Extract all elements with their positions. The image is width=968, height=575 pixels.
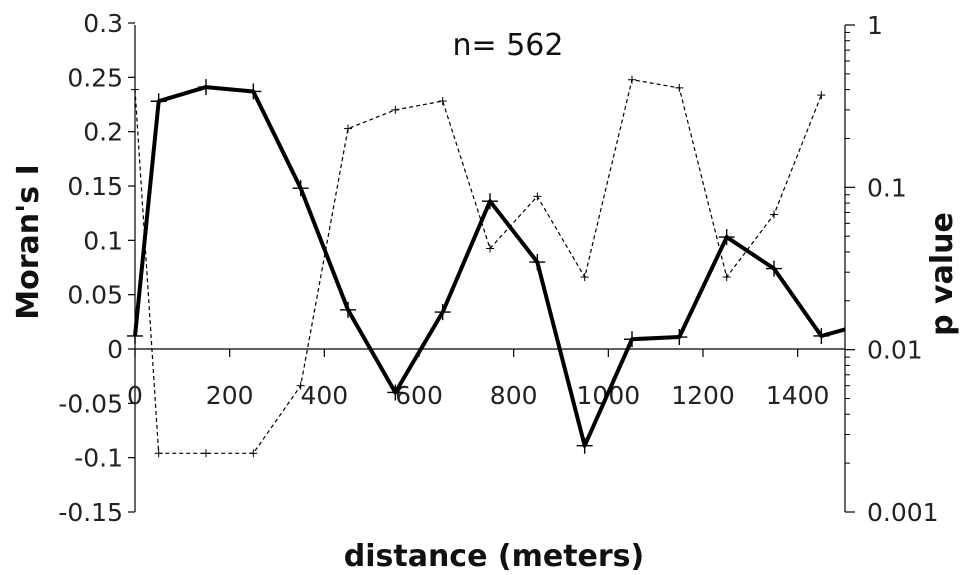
- p-value-point: [249, 449, 258, 458]
- morans-i-point: [292, 180, 309, 197]
- x-tick-label: 1400: [766, 381, 830, 410]
- p-value-point: [391, 105, 400, 114]
- morans-i-point: [127, 327, 143, 344]
- x-tick-label: 400: [300, 381, 348, 410]
- morans-i-point: [529, 254, 546, 271]
- p-value-point: [438, 97, 447, 106]
- y-tick-label: -0.05: [58, 389, 123, 418]
- p-value-point: [628, 75, 636, 84]
- p-value-point: [770, 210, 778, 219]
- axes: 0.30.250.20.150.10.050-0.05-0.1-0.1510.1…: [58, 9, 938, 527]
- y-tick-label: -0.15: [58, 498, 123, 527]
- y-axis-title: Moran's I: [11, 164, 46, 320]
- morans-i-point: [766, 260, 782, 277]
- p-value-point: [131, 85, 139, 94]
- x-tick-label: 1200: [671, 381, 735, 410]
- morans-i-point: [340, 301, 356, 318]
- p-value-point: [344, 124, 352, 133]
- morans-i-point: [671, 329, 688, 346]
- y-tick-label: 0.25: [67, 63, 123, 92]
- morans-i-point: [718, 229, 735, 246]
- morans-i-point: [813, 327, 830, 344]
- morans-i-point: [482, 193, 498, 210]
- p-value-point: [154, 449, 163, 458]
- sample-size-annotation: n= 562: [453, 28, 564, 63]
- p-value-point: [580, 273, 589, 282]
- morans-i-point: [150, 93, 167, 110]
- p-value-point: [722, 273, 731, 282]
- y-tick-label: 0.1: [83, 226, 123, 255]
- y-tick-label: 0: [107, 335, 123, 364]
- x-tick-label: 0: [127, 381, 143, 410]
- y2-tick-label: 0.01: [867, 336, 923, 365]
- morans-i-point: [624, 331, 640, 348]
- p-value-point: [202, 449, 210, 458]
- morans-i-point: [387, 384, 404, 401]
- p-value-point: [817, 91, 826, 100]
- x-axis-title: distance (meters): [344, 539, 645, 574]
- p-value-point: [486, 244, 494, 253]
- p-value-point: [533, 192, 542, 201]
- y-tick-label: 0.2: [83, 118, 123, 147]
- y-tick-label: 0.05: [67, 281, 123, 310]
- y-tick-label: 0.15: [67, 172, 123, 201]
- x-tick-label: 600: [395, 381, 443, 410]
- morans-i-point: [576, 437, 593, 454]
- y2-tick-label: 0.1: [867, 173, 907, 202]
- x-tick-label: 200: [206, 381, 254, 410]
- series-layer: [127, 75, 846, 458]
- morans-i-point: [434, 304, 451, 321]
- y2-axis-title: p value: [925, 212, 960, 336]
- x-tick-label: 800: [490, 381, 538, 410]
- y-tick-label: 0.3: [83, 9, 123, 38]
- y2-tick-label: 1: [867, 11, 883, 40]
- morans-i-point: [245, 83, 262, 100]
- p-value-line: [134, 79, 822, 454]
- y-tick-label: -0.1: [74, 444, 123, 473]
- morans-i-point: [198, 79, 214, 96]
- p-value-point: [296, 381, 305, 390]
- y2-tick-label: 0.001: [867, 498, 939, 527]
- p-value-point: [675, 83, 684, 92]
